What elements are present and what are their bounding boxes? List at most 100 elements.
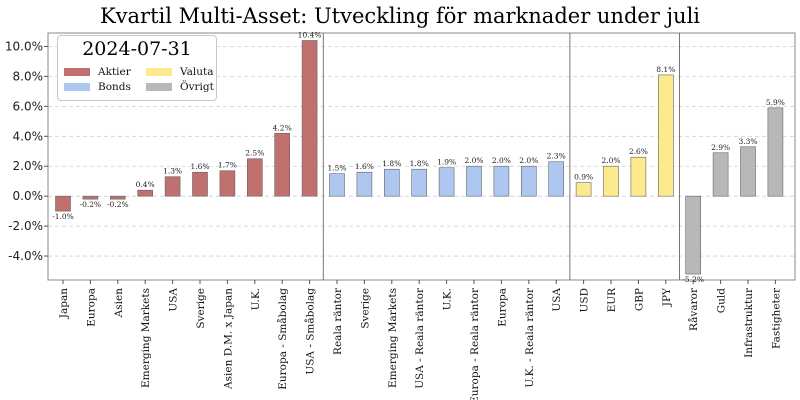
category-label: Sverige <box>359 288 371 329</box>
bar <box>247 158 263 197</box>
y-tick-label: 6.0% <box>13 99 44 113</box>
legend-swatch-valuta <box>146 68 172 76</box>
category-label: Reala räntor <box>332 287 344 355</box>
data-label: 2.0% <box>464 156 483 165</box>
data-label: 1.6% <box>190 162 209 171</box>
bar <box>383 168 400 197</box>
data-label: 10.4% <box>298 30 322 39</box>
plot-frame <box>47 32 796 281</box>
bar <box>548 161 565 197</box>
data-label: -5.2% <box>682 275 704 284</box>
category-label: Emerging Markets <box>387 288 399 388</box>
category-label: GBP <box>633 288 645 311</box>
data-label: 1.5% <box>327 164 346 173</box>
bar <box>356 171 373 197</box>
data-label: 2.6% <box>629 147 648 156</box>
category-label: Råvaror <box>687 287 700 331</box>
bar <box>329 173 345 197</box>
data-label: 1.7% <box>218 161 237 170</box>
category-label: Sverige <box>195 288 207 329</box>
data-label: -0.2% <box>80 200 102 209</box>
data-label: 1.8% <box>382 159 401 168</box>
data-label: 2.0% <box>492 156 511 165</box>
legend-label-valuta: Valuta <box>180 66 214 78</box>
data-label: 1.9% <box>437 158 456 167</box>
data-label: 3.3% <box>738 137 757 146</box>
bar <box>740 146 756 197</box>
y-tick-label: -2.0% <box>8 219 43 233</box>
data-label: 2.0% <box>519 156 538 165</box>
axes: -4.0% -2.0% 0.0% 2.0% 4.0% 6.0% 8.0% 10.0% <box>5 32 796 284</box>
legend-title: 2024-07-31 <box>82 38 192 60</box>
data-label: 1.8% <box>410 159 429 168</box>
chart-title: Kvartil Multi-Asset: Utveckling för mark… <box>99 4 701 28</box>
y-tick-label: -4.0% <box>8 249 43 263</box>
category-label: Europa - Småbolag <box>276 288 289 390</box>
y-tick-label: 8.0% <box>13 69 44 83</box>
category-label: Emerging Markets <box>140 288 152 388</box>
bar <box>164 176 181 197</box>
bar <box>55 195 71 212</box>
bar <box>411 168 428 197</box>
data-label: 5.9% <box>766 98 785 107</box>
bar <box>767 107 784 197</box>
category-label: USA - Småbolag <box>304 288 317 375</box>
category-label: JPY <box>661 287 673 307</box>
data-label: 1.3% <box>163 167 182 176</box>
data-label: 2.5% <box>245 149 264 158</box>
bar <box>657 74 674 197</box>
legend-label-aktier: Aktier <box>98 66 131 78</box>
legend-item-aktier: Aktier <box>64 66 131 78</box>
data-label: 8.1% <box>656 65 675 74</box>
category-label: Japan <box>58 288 70 319</box>
data-label: 4.2% <box>273 123 292 132</box>
bar <box>630 156 647 197</box>
bar <box>219 170 236 197</box>
legend-swatch-bonds <box>64 83 90 91</box>
bar <box>712 152 729 197</box>
legend-label-bonds: Bonds <box>98 81 131 93</box>
category-label: Europa <box>85 288 97 327</box>
y-tick-label: 10.0% <box>5 39 43 53</box>
data-label: 0.9% <box>574 173 593 182</box>
y-tick-label: 4.0% <box>13 129 44 143</box>
legend: 2024-07-31 Aktier Valuta Bonds Övrigt <box>57 35 217 101</box>
category-label: U.K. <box>442 288 454 310</box>
legend-item-ovrigt: Övrigt <box>146 81 214 93</box>
category-label: Fastigheter <box>770 287 782 349</box>
bar <box>466 165 482 197</box>
bar <box>137 189 153 197</box>
category-label: USA <box>551 288 563 312</box>
bar <box>575 182 592 197</box>
data-label: -0.2% <box>107 200 129 209</box>
category-label: U.K. - Reala räntor <box>524 287 536 388</box>
y-tick-label: 2.0% <box>13 159 44 173</box>
bar <box>520 165 537 197</box>
category-label: U.K. <box>250 288 262 310</box>
y-tick-label: 0.0% <box>13 189 44 203</box>
category-label: USA - Reala räntor <box>414 287 426 389</box>
data-label: 1.6% <box>355 162 374 171</box>
data-label: 0.4% <box>136 180 155 189</box>
bar <box>192 171 208 197</box>
category-label: Europa <box>496 288 508 327</box>
data-label: -1.0% <box>52 212 74 221</box>
data-label: 2.3% <box>547 152 566 161</box>
bar <box>274 132 291 197</box>
category-label: Infrastruktur <box>743 287 755 358</box>
category-label: Asien D.M. x Japan <box>222 288 234 390</box>
legend-item-valuta: Valuta <box>146 66 213 78</box>
bar <box>493 165 510 197</box>
bar <box>685 195 702 275</box>
legend-swatch-ovrigt <box>146 83 172 91</box>
legend-item-bonds: Bonds <box>64 81 131 93</box>
category-label: USD <box>579 288 591 312</box>
bar <box>603 165 619 197</box>
data-label: 2.9% <box>711 143 730 152</box>
bar <box>82 195 99 200</box>
bar <box>301 40 318 197</box>
category-label: USA <box>168 288 180 312</box>
legend-label-ovrigt: Övrigt <box>180 81 214 93</box>
bars <box>55 40 784 275</box>
